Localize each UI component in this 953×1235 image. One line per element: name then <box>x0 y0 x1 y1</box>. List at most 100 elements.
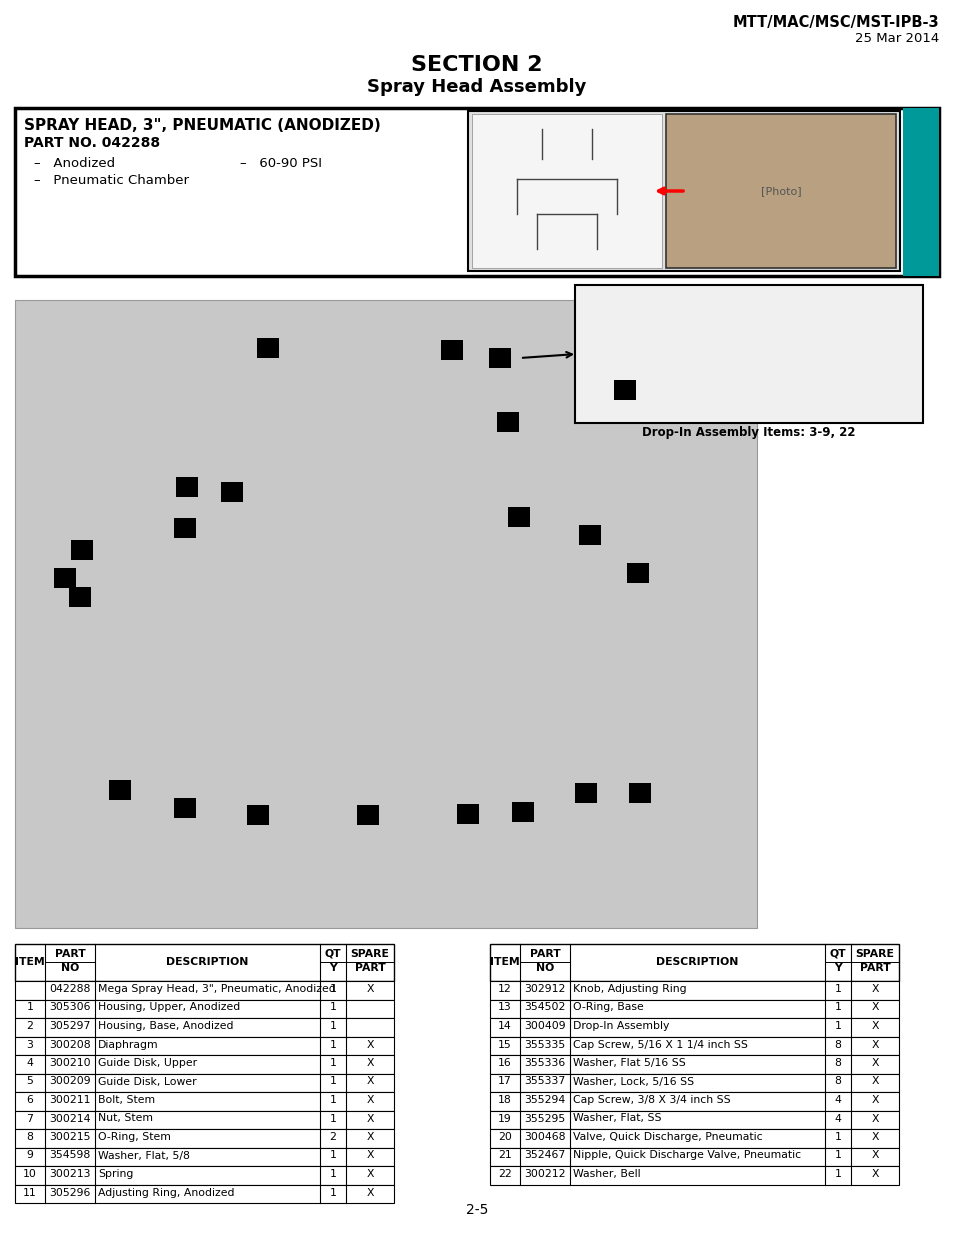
Text: Guide Disk, Lower: Guide Disk, Lower <box>98 1077 196 1087</box>
Text: 11: 11 <box>631 785 647 798</box>
Text: Washer, Lock, 5/16 SS: Washer, Lock, 5/16 SS <box>573 1077 694 1087</box>
Text: X: X <box>366 1058 374 1068</box>
Bar <box>15 1036 394 1055</box>
Bar <box>15 1147 394 1166</box>
Text: Cap Screw, 5/16 X 1 1/4 inch SS: Cap Screw, 5/16 X 1 1/4 inch SS <box>573 1040 747 1050</box>
Text: X: X <box>366 1170 374 1179</box>
Bar <box>15 1092 394 1110</box>
Text: 8: 8 <box>834 1077 841 1087</box>
Text: Washer, Bell: Washer, Bell <box>573 1170 640 1179</box>
Text: 302912: 302912 <box>524 984 565 994</box>
Text: 13: 13 <box>515 804 531 818</box>
Bar <box>15 999 394 1018</box>
Text: X: X <box>870 1170 878 1179</box>
Bar <box>15 300 757 927</box>
Text: 8: 8 <box>27 1132 33 1142</box>
Text: 20: 20 <box>617 382 633 395</box>
Text: 10: 10 <box>443 342 459 354</box>
Bar <box>497 412 518 432</box>
Text: 4: 4 <box>181 520 189 534</box>
Bar <box>490 1018 898 1036</box>
Bar <box>256 338 278 358</box>
Text: PART: PART <box>355 963 385 973</box>
Text: 7: 7 <box>27 1114 33 1124</box>
Bar <box>490 1110 898 1129</box>
Bar <box>614 380 636 400</box>
Text: 2: 2 <box>581 785 590 798</box>
Text: Housing, Base, Anodized: Housing, Base, Anodized <box>98 1021 233 1031</box>
Text: 1: 1 <box>834 1021 841 1031</box>
Text: DESCRIPTION: DESCRIPTION <box>656 957 738 967</box>
Text: QT: QT <box>324 948 341 960</box>
Text: PART NO. 042288: PART NO. 042288 <box>24 136 160 149</box>
Text: 042288: 042288 <box>50 984 91 994</box>
Text: Adjusting Ring, Anodized: Adjusting Ring, Anodized <box>98 1188 234 1198</box>
Text: 8: 8 <box>834 1040 841 1050</box>
Text: 1: 1 <box>329 1058 336 1068</box>
Text: Y: Y <box>833 963 841 973</box>
Bar <box>472 114 661 268</box>
Text: 305297: 305297 <box>50 1021 91 1031</box>
Text: Housing, Upper, Anodized: Housing, Upper, Anodized <box>98 1003 240 1013</box>
Text: 21: 21 <box>499 414 516 427</box>
Text: 300208: 300208 <box>50 1040 91 1050</box>
Bar <box>490 1166 898 1184</box>
Bar <box>578 525 600 545</box>
Text: 1: 1 <box>329 1021 336 1031</box>
Text: 17: 17 <box>497 1077 512 1087</box>
Text: 20: 20 <box>497 1132 512 1142</box>
Text: 1: 1 <box>329 1188 336 1198</box>
Text: PART: PART <box>859 963 889 973</box>
Text: Drop-In Assembly Items: 3-9, 22: Drop-In Assembly Items: 3-9, 22 <box>641 426 855 438</box>
Text: 12: 12 <box>629 564 645 578</box>
Text: X: X <box>870 1003 878 1013</box>
Bar <box>173 517 195 538</box>
Text: SECTION 2: SECTION 2 <box>411 56 542 75</box>
Text: 1: 1 <box>329 984 336 994</box>
Text: O-Ring, Base: O-Ring, Base <box>573 1003 643 1013</box>
Text: Nipple, Quick Discharge Valve, Pneumatic: Nipple, Quick Discharge Valve, Pneumatic <box>573 1151 801 1161</box>
Text: Bolt, Stem: Bolt, Stem <box>98 1095 155 1105</box>
Bar <box>15 1184 394 1203</box>
Bar <box>490 1073 898 1092</box>
Text: 19: 19 <box>497 1114 512 1124</box>
Bar <box>15 1055 394 1073</box>
Text: 4: 4 <box>27 1058 33 1068</box>
Bar <box>15 1166 394 1184</box>
Bar <box>71 540 92 559</box>
Text: SPARE: SPARE <box>350 948 389 960</box>
Bar <box>175 477 198 496</box>
Text: 2: 2 <box>27 1021 33 1031</box>
Bar <box>490 1092 898 1110</box>
Text: QT: QT <box>829 948 845 960</box>
Text: 8: 8 <box>834 1058 841 1068</box>
Text: 15: 15 <box>73 542 91 555</box>
Text: 10: 10 <box>23 1170 37 1179</box>
Text: 355335: 355335 <box>524 1040 565 1050</box>
Text: 6: 6 <box>228 484 236 496</box>
Bar <box>15 981 394 999</box>
Text: Guide Disk, Upper: Guide Disk, Upper <box>98 1058 197 1068</box>
Text: X: X <box>366 1077 374 1087</box>
Text: 355294: 355294 <box>524 1095 565 1105</box>
Text: 300213: 300213 <box>50 1170 91 1179</box>
Text: 355336: 355336 <box>524 1058 565 1068</box>
Text: Cap Screw, 3/8 X 3/4 inch SS: Cap Screw, 3/8 X 3/4 inch SS <box>573 1095 730 1105</box>
Text: 1: 1 <box>834 1151 841 1161</box>
Text: 300409: 300409 <box>523 1021 565 1031</box>
Bar <box>665 114 895 268</box>
Text: 22: 22 <box>497 1170 512 1179</box>
Text: 1: 1 <box>834 984 841 994</box>
Text: 9: 9 <box>183 479 191 492</box>
Text: 25 Mar 2014: 25 Mar 2014 <box>854 32 938 44</box>
Text: 300212: 300212 <box>524 1170 565 1179</box>
Bar <box>575 285 923 424</box>
Text: X: X <box>870 1095 878 1105</box>
Text: 355295: 355295 <box>524 1114 565 1124</box>
Text: 3: 3 <box>27 1040 33 1050</box>
Text: X: X <box>870 1151 878 1161</box>
Text: 1: 1 <box>834 1003 841 1013</box>
Bar <box>902 107 938 275</box>
Text: 15: 15 <box>497 1040 512 1050</box>
Bar <box>15 944 394 981</box>
